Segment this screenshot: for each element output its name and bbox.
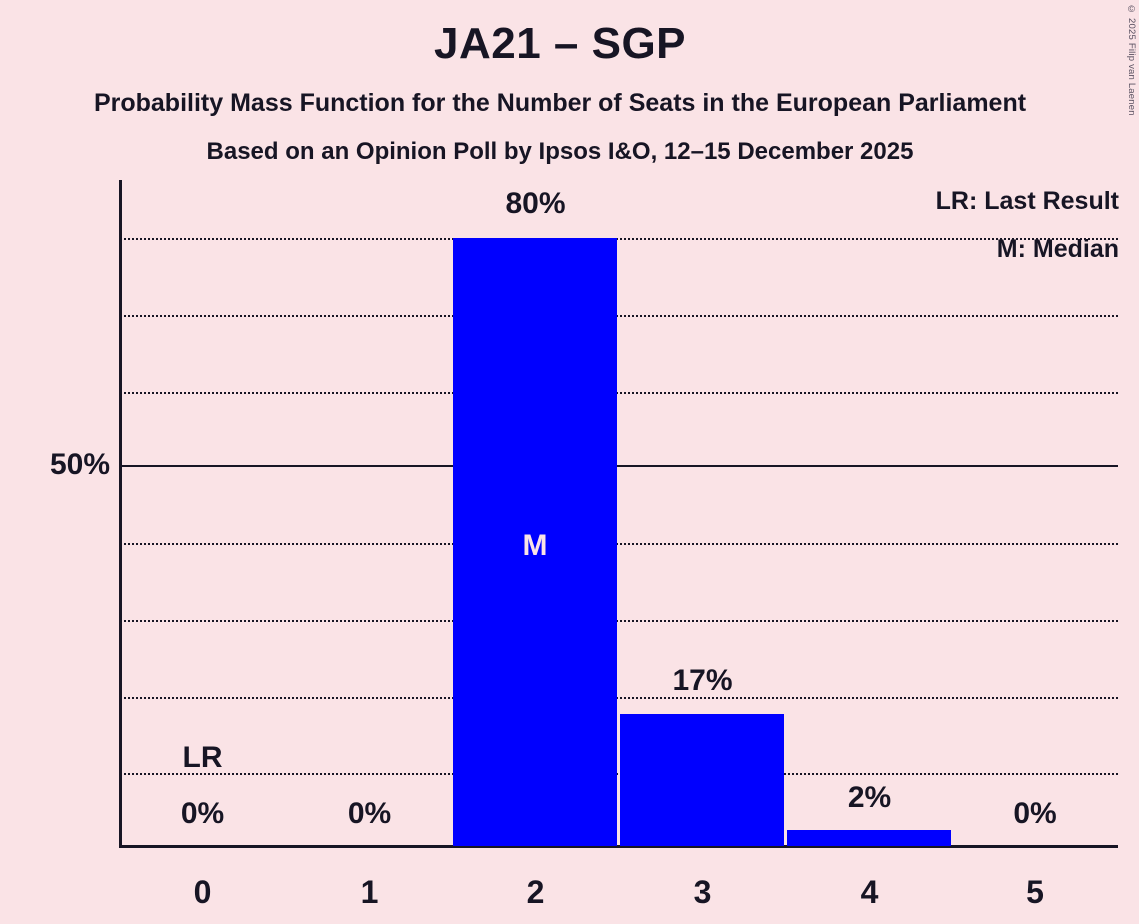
gridline-50-major — [119, 465, 1118, 467]
bar-value-seat-5: 0% — [1013, 797, 1057, 830]
plot-area: M — [119, 180, 1118, 846]
gridline-40 — [119, 543, 1118, 545]
median-marker: M — [522, 529, 548, 562]
x-tick-0: 0 — [193, 874, 212, 910]
x-tick-3: 3 — [693, 874, 712, 910]
y-axis-line — [119, 180, 122, 848]
bar-seat-2[interactable] — [453, 238, 617, 846]
bar-seat-3[interactable] — [620, 714, 784, 846]
bar-value-seat-4: 2% — [847, 781, 892, 814]
copyright-notice: © 2025 Filip van Laenen — [1126, 4, 1137, 116]
page-title: JA21 – SGP — [433, 19, 687, 68]
gridline-80 — [119, 238, 1118, 240]
gridline-60 — [119, 392, 1118, 394]
gridline-20 — [119, 697, 1118, 699]
x-axis-line — [119, 845, 1118, 848]
gridline-70 — [119, 315, 1118, 317]
x-tick-1: 1 — [360, 874, 379, 910]
bar-seat-4[interactable] — [787, 830, 951, 846]
bar-value-seat-0: 0% — [180, 797, 225, 830]
gridline-30 — [119, 620, 1118, 622]
chart-subtitle-primary: Probability Mass Function for the Number… — [93, 89, 1027, 117]
y-axis-tick-label-50: 50% — [49, 448, 110, 481]
x-tick-2: 2 — [526, 874, 545, 910]
bar-value-seat-1: 0% — [347, 797, 392, 830]
x-tick-4: 4 — [860, 874, 879, 910]
bar-value-seat-3: 17% — [672, 664, 733, 697]
gridline-10 — [119, 773, 1118, 775]
last-result-marker: LR — [182, 741, 223, 774]
legend-last-result: LR: Last Result — [935, 187, 1119, 215]
x-tick-5: 5 — [1026, 874, 1044, 910]
bar-value-seat-2: 80% — [505, 187, 566, 220]
chart-subtitle-secondary: Based on an Opinion Poll by Ipsos I&O, 1… — [206, 138, 914, 165]
